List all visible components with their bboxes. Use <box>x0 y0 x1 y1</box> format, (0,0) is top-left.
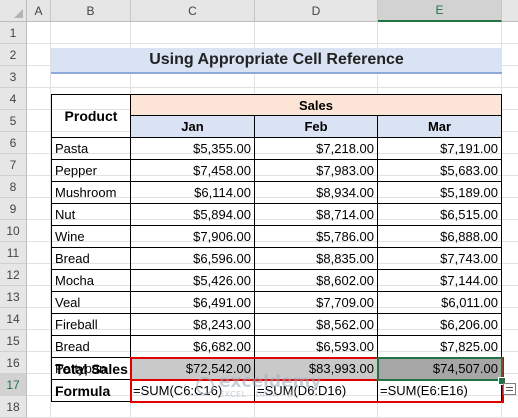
row-header-7[interactable]: 7 <box>0 154 27 176</box>
product-cell[interactable]: Mocha <box>51 270 131 292</box>
sales-mar-cell[interactable]: $5,683.00 <box>378 160 502 182</box>
sales-jan-cell[interactable]: $5,355.00 <box>131 138 255 160</box>
sales-mar-cell[interactable]: $6,888.00 <box>378 226 502 248</box>
month-header-feb[interactable]: Feb <box>255 116 378 138</box>
column-header-a[interactable]: A <box>27 0 51 22</box>
fill-handle[interactable] <box>498 377 506 385</box>
row-header-5[interactable]: 5 <box>0 110 27 132</box>
gridline-row <box>27 395 518 396</box>
gridline-row <box>27 87 518 88</box>
row-header-18[interactable]: 18 <box>0 396 27 418</box>
sales-mar-cell[interactable]: $7,825.00 <box>378 336 502 358</box>
sales-mar-cell[interactable]: $6,515.00 <box>378 204 502 226</box>
sales-feb-cell[interactable]: $5,786.00 <box>255 226 378 248</box>
sales-jan-cell[interactable]: $5,894.00 <box>131 204 255 226</box>
row-header-14[interactable]: 14 <box>0 308 27 330</box>
product-cell[interactable]: Nut <box>51 204 131 226</box>
product-cell[interactable]: Mushroom <box>51 182 131 204</box>
gridline-row <box>27 241 518 242</box>
sales-mar-cell[interactable]: $7,743.00 <box>378 248 502 270</box>
sales-jan-cell[interactable]: $5,426.00 <box>131 270 255 292</box>
row-header-16[interactable]: 16 <box>0 352 27 374</box>
row-header-2[interactable]: 2 <box>0 44 27 66</box>
sales-jan-cell[interactable]: $8,243.00 <box>131 314 255 336</box>
sales-feb-cell[interactable]: $7,709.00 <box>255 292 378 314</box>
product-cell[interactable]: Bread <box>51 248 131 270</box>
row-header-3[interactable]: 3 <box>0 66 27 88</box>
sales-mar-cell[interactable]: $5,189.00 <box>378 182 502 204</box>
sales-feb-cell[interactable]: $8,562.00 <box>255 314 378 336</box>
sales-feb-cell[interactable]: $7,983.00 <box>255 160 378 182</box>
row-header-4[interactable]: 4 <box>0 88 27 110</box>
product-cell[interactable]: Fireball <box>51 314 131 336</box>
sales-jan-cell[interactable]: $7,458.00 <box>131 160 255 182</box>
month-header-jan[interactable]: Jan <box>131 116 255 138</box>
month-header-mar[interactable]: Mar <box>378 116 502 138</box>
sales-mar-cell[interactable]: $6,206.00 <box>378 314 502 336</box>
product-cell[interactable]: Wine <box>51 226 131 248</box>
select-all-icon <box>14 9 23 18</box>
sheet-title[interactable]: Using Appropriate Cell Reference <box>51 48 502 74</box>
gridline-row <box>27 329 518 330</box>
product-cell[interactable]: Bread <box>51 336 131 358</box>
row-header-10[interactable]: 10 <box>0 220 27 242</box>
sales-jan-cell[interactable]: $6,682.00 <box>131 336 255 358</box>
product-header[interactable]: Product <box>51 94 131 138</box>
sales-jan-cell[interactable]: $6,114.00 <box>131 182 255 204</box>
sales-mar-cell[interactable]: $6,011.00 <box>378 292 502 314</box>
formula-mar-cell[interactable]: =SUM(E6:E16) <box>378 380 502 402</box>
row-header-17[interactable]: 17 <box>0 374 27 396</box>
gridline-row <box>27 285 518 286</box>
gridline-row <box>27 307 518 308</box>
gridline-row <box>27 263 518 264</box>
sales-feb-cell[interactable]: $8,602.00 <box>255 270 378 292</box>
gridline-row <box>27 43 518 44</box>
column-header-b[interactable]: B <box>51 0 131 22</box>
sales-feb-cell[interactable]: $8,714.00 <box>255 204 378 226</box>
column-header-e[interactable]: E <box>378 0 502 22</box>
sales-feb-cell[interactable]: $6,593.00 <box>255 336 378 358</box>
row-header-8[interactable]: 8 <box>0 176 27 198</box>
gridline-row <box>27 175 518 176</box>
sales-jan-cell[interactable]: $6,596.00 <box>131 248 255 270</box>
formula-jan-cell[interactable]: =SUM(C6:C16) <box>131 380 255 402</box>
total-sales-label[interactable]: Total Sales <box>51 358 131 380</box>
gridline-row <box>27 351 518 352</box>
total-feb-cell[interactable]: $83,993.00 <box>255 358 378 380</box>
gridline-row <box>27 219 518 220</box>
row-header-12[interactable]: 12 <box>0 264 27 286</box>
formula-feb-cell[interactable]: =SUM(D6:D16) <box>255 380 378 402</box>
row-header-15[interactable]: 15 <box>0 330 27 352</box>
row-header-1[interactable]: 1 <box>0 22 27 44</box>
product-cell[interactable]: Pepper <box>51 160 131 182</box>
row-header-11[interactable]: 11 <box>0 242 27 264</box>
row-header-9[interactable]: 9 <box>0 198 27 220</box>
total-mar-cell[interactable]: $74,507.00 <box>378 358 502 380</box>
quick-analysis-icon[interactable] <box>503 383 516 395</box>
gridline-row <box>27 153 518 154</box>
column-header-f[interactable] <box>502 0 518 22</box>
sales-header[interactable]: Sales <box>131 94 502 116</box>
sales-feb-cell[interactable]: $8,934.00 <box>255 182 378 204</box>
sales-mar-cell[interactable]: $7,144.00 <box>378 270 502 292</box>
row-header-6[interactable]: 6 <box>0 132 27 154</box>
total-jan-cell[interactable]: $72,542.00 <box>131 358 255 380</box>
sales-jan-cell[interactable]: $6,491.00 <box>131 292 255 314</box>
row-header-13[interactable]: 13 <box>0 286 27 308</box>
gridline-row <box>27 197 518 198</box>
product-cell[interactable]: Pasta <box>51 138 131 160</box>
sales-feb-cell[interactable]: $7,218.00 <box>255 138 378 160</box>
sales-mar-cell[interactable]: $7,191.00 <box>378 138 502 160</box>
column-header-d[interactable]: D <box>255 0 378 22</box>
column-header-c[interactable]: C <box>131 0 255 22</box>
formula-label[interactable]: Formula <box>51 380 131 402</box>
select-all-corner[interactable] <box>0 0 27 22</box>
sales-feb-cell[interactable]: $8,835.00 <box>255 248 378 270</box>
sales-jan-cell[interactable]: $7,906.00 <box>131 226 255 248</box>
gridline-col <box>50 22 51 417</box>
product-cell[interactable]: Veal <box>51 292 131 314</box>
